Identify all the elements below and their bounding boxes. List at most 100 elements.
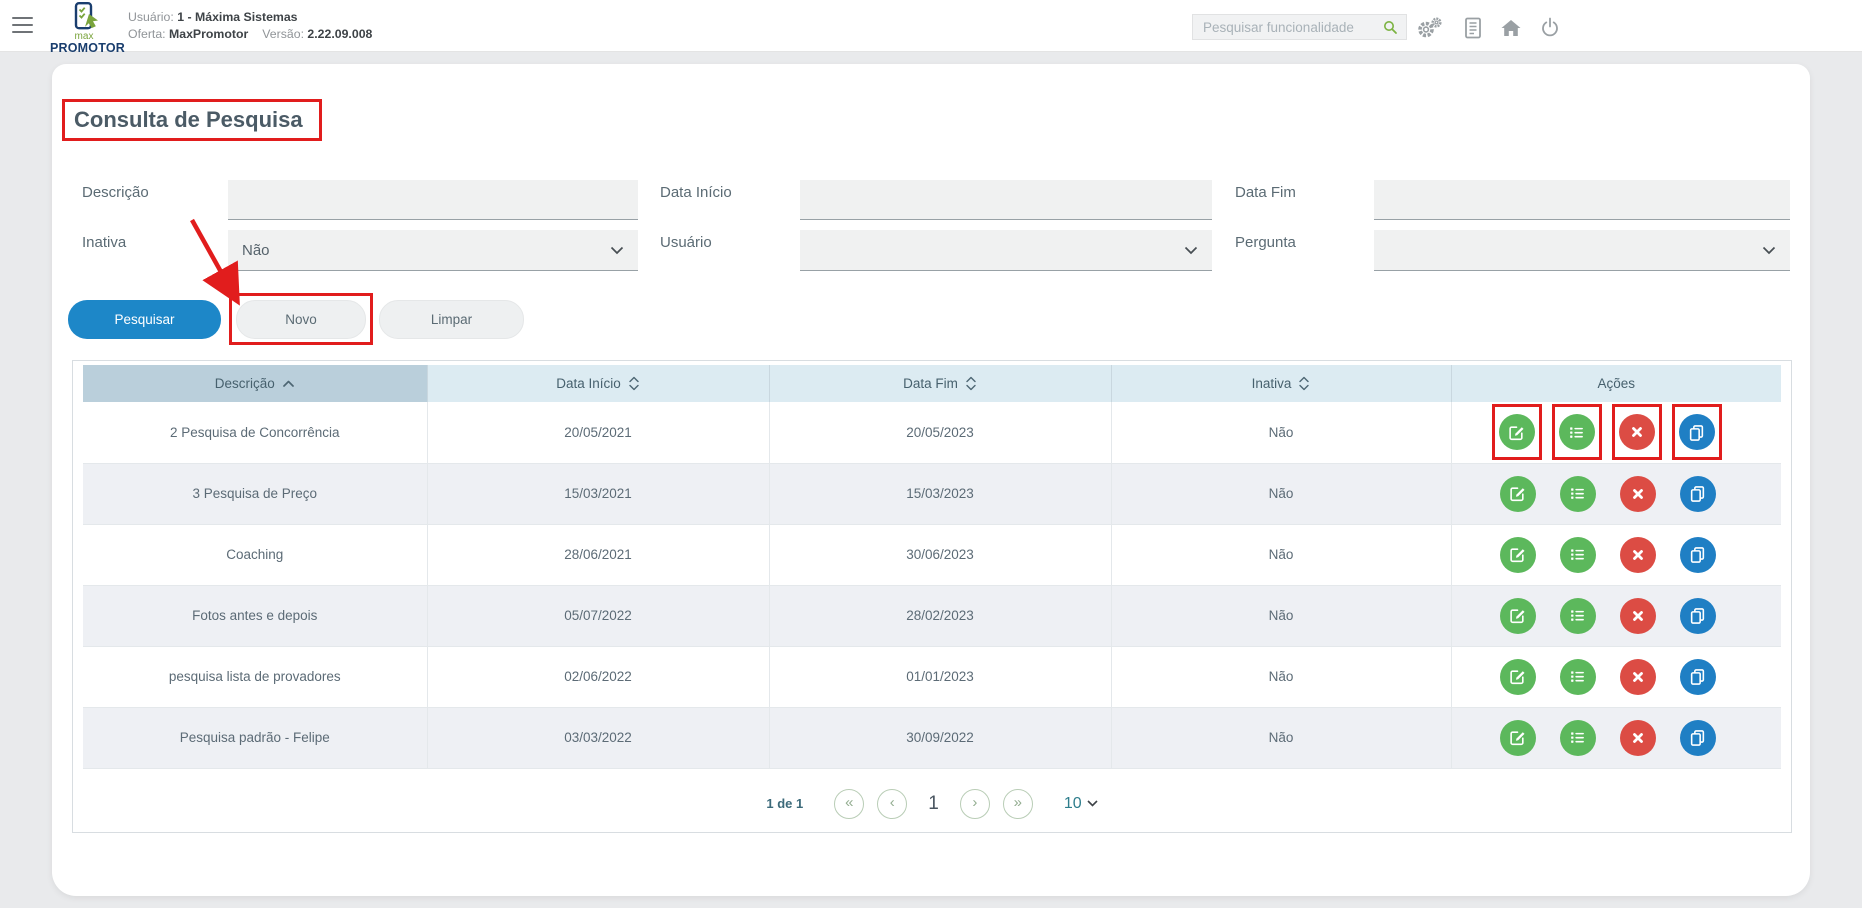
- logo-text-promotor: PROMOTOR: [50, 41, 125, 55]
- edit-icon: [1510, 670, 1525, 685]
- column-header-data-fim[interactable]: Data Fim: [769, 365, 1112, 402]
- cell-inativa: Não: [1110, 524, 1452, 586]
- copy-survey-button[interactable]: [1679, 719, 1716, 756]
- copy-survey-button[interactable]: [1679, 597, 1716, 634]
- edit-survey-button[interactable]: [1499, 536, 1536, 573]
- copy-survey-button[interactable]: [1679, 536, 1716, 573]
- copy-survey-button[interactable]: [1679, 658, 1716, 695]
- action-annotation-box: [1491, 404, 1542, 461]
- settings-gears-icon[interactable]: [1416, 15, 1442, 41]
- cell-descricao: 3 Pesquisa de Preço: [83, 463, 428, 525]
- cell-inativa: Não: [1110, 402, 1452, 464]
- delete-x-icon: [1631, 427, 1642, 438]
- question-list-button[interactable]: [1559, 597, 1596, 634]
- edit-survey-button[interactable]: [1499, 597, 1536, 634]
- logo-text-max: max: [74, 31, 94, 42]
- sort-asc-icon: [282, 380, 294, 387]
- data-inicio-input[interactable]: [800, 180, 1212, 220]
- cell-descricao: pesquisa lista de provadores: [83, 646, 428, 708]
- row-actions: [1452, 475, 1782, 512]
- list-icon: [1571, 610, 1584, 621]
- copy-icon: [1690, 669, 1705, 685]
- cell-inativa: Não: [1110, 646, 1452, 708]
- cell-inativa: Não: [1110, 707, 1452, 769]
- delete-survey-button[interactable]: [1619, 597, 1656, 634]
- cell-descricao: Fotos antes e depois: [83, 585, 428, 647]
- novo-button[interactable]: Novo: [236, 300, 366, 339]
- descricao-input[interactable]: [228, 180, 638, 220]
- delete-survey-button[interactable]: [1619, 658, 1656, 695]
- prev-page-button[interactable]: ‹: [877, 788, 908, 819]
- first-page-button[interactable]: «: [834, 788, 865, 819]
- delete-x-icon: [1632, 732, 1643, 743]
- cell-data-inicio: 03/03/2022: [426, 707, 770, 769]
- column-header-data-inicio[interactable]: Data Início: [427, 365, 770, 402]
- current-page-number: 1: [928, 792, 939, 814]
- usuario-label: Usuário: [660, 234, 712, 251]
- report-document-icon[interactable]: [1460, 15, 1486, 41]
- question-list-button[interactable]: [1558, 414, 1595, 451]
- cell-data-inicio: 05/07/2022: [426, 585, 770, 647]
- inativa-label: Inativa: [82, 234, 127, 251]
- app-logo: max PROMOTOR: [50, 2, 125, 55]
- copy-survey-button[interactable]: [1679, 475, 1716, 512]
- hamburger-menu-icon[interactable]: [12, 17, 34, 35]
- version-number: 2.22.09.008: [307, 26, 373, 41]
- question-list-button[interactable]: [1559, 719, 1596, 756]
- copy-survey-button[interactable]: [1678, 414, 1715, 451]
- action-annotation-box: [1611, 404, 1662, 461]
- title-annotation-box: Consulta de Pesquisa: [62, 99, 322, 141]
- question-list-button[interactable]: [1559, 475, 1596, 512]
- list-icon: [1570, 427, 1583, 438]
- table-row: 2 Pesquisa de Concorrência 20/05/2021 20…: [83, 402, 1781, 464]
- delete-survey-button[interactable]: [1619, 536, 1656, 573]
- data-fim-input[interactable]: [1374, 180, 1790, 220]
- delete-survey-button[interactable]: [1618, 414, 1655, 451]
- copy-icon: [1690, 730, 1705, 746]
- column-header-inativa[interactable]: Inativa: [1111, 365, 1452, 402]
- delete-x-icon: [1632, 549, 1643, 560]
- edit-icon: [1510, 548, 1525, 563]
- edit-survey-button[interactable]: [1498, 414, 1535, 451]
- last-page-button[interactable]: »: [1002, 788, 1033, 819]
- page-size-select[interactable]: 10: [1064, 795, 1098, 813]
- column-header-acoes: Ações: [1451, 365, 1781, 402]
- session-offer-line: Oferta: MaxPromotor Versão: 2.22.09.008: [128, 26, 373, 41]
- cell-inativa: Não: [1110, 463, 1452, 525]
- session-user-line: Usuário: 1 - Máxima Sistemas: [128, 10, 298, 24]
- power-icon[interactable]: [1537, 15, 1563, 41]
- next-page-button[interactable]: ›: [959, 788, 990, 819]
- cell-data-fim: 30/06/2023: [768, 524, 1112, 586]
- limpar-button[interactable]: Limpar: [379, 300, 524, 339]
- search-icon[interactable]: [1383, 20, 1398, 35]
- list-icon: [1571, 671, 1584, 682]
- column-header-descricao[interactable]: Descrição: [83, 365, 428, 402]
- main-content-card: Consulta de Pesquisa Descrição Data Iníc…: [52, 64, 1810, 896]
- inativa-selected-value: Não: [242, 241, 270, 259]
- search-input[interactable]: [1203, 19, 1383, 35]
- pesquisar-button[interactable]: Pesquisar: [68, 300, 221, 339]
- edit-survey-button[interactable]: [1499, 719, 1536, 756]
- edit-survey-button[interactable]: [1499, 475, 1536, 512]
- delete-survey-button[interactable]: [1619, 475, 1656, 512]
- session-info: Usuário: 1 - Máxima Sistemas Oferta: Max…: [128, 9, 372, 42]
- data-inicio-label: Data Início: [660, 184, 732, 201]
- edit-icon: [1510, 731, 1525, 746]
- logo-phone-icon: [74, 2, 98, 30]
- pergunta-select[interactable]: [1374, 230, 1790, 271]
- sortable-icon: [966, 376, 976, 391]
- home-icon[interactable]: [1498, 15, 1524, 41]
- usuario-select[interactable]: [800, 230, 1212, 271]
- chevron-down-icon: [1762, 246, 1776, 254]
- question-list-button[interactable]: [1559, 536, 1596, 573]
- delete-survey-button[interactable]: [1619, 719, 1656, 756]
- row-actions: [1452, 597, 1782, 634]
- cell-data-fim: 28/02/2023: [768, 585, 1112, 647]
- edit-survey-button[interactable]: [1499, 658, 1536, 695]
- list-icon: [1571, 488, 1584, 499]
- action-annotation-box: [1551, 404, 1602, 461]
- question-list-button[interactable]: [1559, 658, 1596, 695]
- row-actions: [1452, 536, 1782, 573]
- inativa-select[interactable]: Não: [228, 230, 638, 271]
- delete-x-icon: [1632, 671, 1643, 682]
